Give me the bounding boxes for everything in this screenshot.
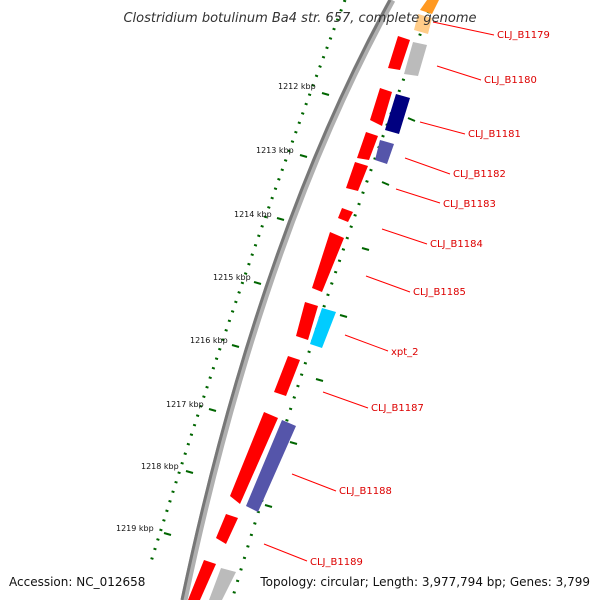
leader-line — [419, 121, 466, 135]
gene-grey — [404, 42, 427, 76]
leader-line — [432, 21, 495, 36]
inner-tick — [339, 314, 348, 318]
gene-label: CLJ_B1185 — [413, 287, 466, 298]
inner-tick — [315, 378, 324, 382]
gene-label: CLJ_B1179 — [497, 30, 550, 41]
gene-leader-lines — [263, 21, 495, 562]
leader-line — [404, 157, 451, 175]
inner-tick — [264, 504, 273, 508]
gene-orange — [420, 0, 439, 14]
kbp-labels: 1212 kbp 1213 kbp 1214 kbp 1215 kbp 1216… — [116, 82, 316, 533]
gene-red — [346, 162, 368, 191]
kbp-label: 1215 kbp — [213, 273, 251, 282]
kbp-label: 1219 kbp — [116, 524, 154, 533]
gene-red — [216, 514, 238, 544]
gene-slate — [246, 420, 296, 512]
genome-backbone — [180, 0, 392, 600]
gene-label: CLJ_B1183 — [443, 199, 496, 210]
accession-label: Accession: NC_012658 — [9, 575, 145, 589]
leader-line — [381, 228, 428, 245]
kbp-tick — [276, 217, 285, 221]
kbp-label: 1212 kbp — [278, 82, 316, 91]
gene-red — [188, 560, 216, 600]
gene-slate — [375, 140, 394, 164]
gene-label: CLJ_B1181 — [468, 129, 521, 140]
gene-orange-light — [414, 14, 432, 34]
leader-line — [291, 473, 337, 492]
leader-line — [263, 543, 308, 562]
map-title: Clostridium botulinum Ba4 str. 657, comp… — [123, 11, 476, 26]
gene-red — [388, 36, 410, 70]
gene-grey — [209, 568, 236, 600]
leader-line — [322, 391, 369, 409]
gene-red — [296, 302, 318, 340]
topology-label: Topology: circular; Length: 3,977,794 bp… — [259, 575, 590, 589]
gene-labels: CLJ_B1179 CLJ_B1180 CLJ_B1181 CLJ_B1182 … — [310, 30, 550, 568]
gene-dark-blue — [385, 94, 410, 134]
gene-red — [357, 132, 378, 160]
gene-cyan — [310, 308, 336, 348]
gene-features — [188, 0, 439, 600]
gene-label: CLJ_B1184 — [430, 239, 483, 250]
kbp-tick — [163, 532, 172, 536]
leader-line — [344, 334, 389, 352]
gene-red — [230, 412, 278, 504]
kbp-label: 1214 kbp — [234, 210, 272, 219]
leader-line — [365, 275, 411, 293]
gene-red — [370, 88, 392, 126]
inner-tick — [407, 117, 416, 122]
kbp-tick — [321, 92, 330, 96]
kbp-tick — [208, 408, 217, 412]
gene-red — [312, 232, 344, 292]
gene-label: CLJ_B1180 — [484, 75, 537, 86]
kbp-label: 1213 kbp — [256, 146, 294, 155]
leader-line — [436, 65, 482, 81]
kbp-tick — [299, 154, 308, 158]
gene-red — [338, 208, 353, 222]
inner-tick — [381, 181, 390, 186]
genome-backbone-shadow — [180, 0, 396, 600]
gene-label: CLJ_B1189 — [310, 557, 363, 568]
kbp-label: 1218 kbp — [141, 462, 179, 471]
kbp-label: 1217 kbp — [166, 400, 204, 409]
kbp-ticks — [163, 92, 330, 536]
inner-tick — [289, 441, 298, 445]
gene-label: CLJ_B1187 — [371, 403, 424, 414]
kbp-tick — [253, 281, 262, 285]
kbp-tick — [185, 470, 194, 474]
inner-ruler-ticks — [264, 117, 416, 508]
inner-tick — [361, 247, 370, 251]
kbp-tick — [231, 344, 240, 348]
kbp-label: 1216 kbp — [190, 336, 228, 345]
gene-red — [274, 356, 300, 396]
gene-label: xpt_2 — [391, 347, 419, 358]
leader-line — [395, 188, 441, 204]
gene-label: CLJ_B1188 — [339, 486, 392, 497]
gene-label: CLJ_B1182 — [453, 169, 506, 180]
